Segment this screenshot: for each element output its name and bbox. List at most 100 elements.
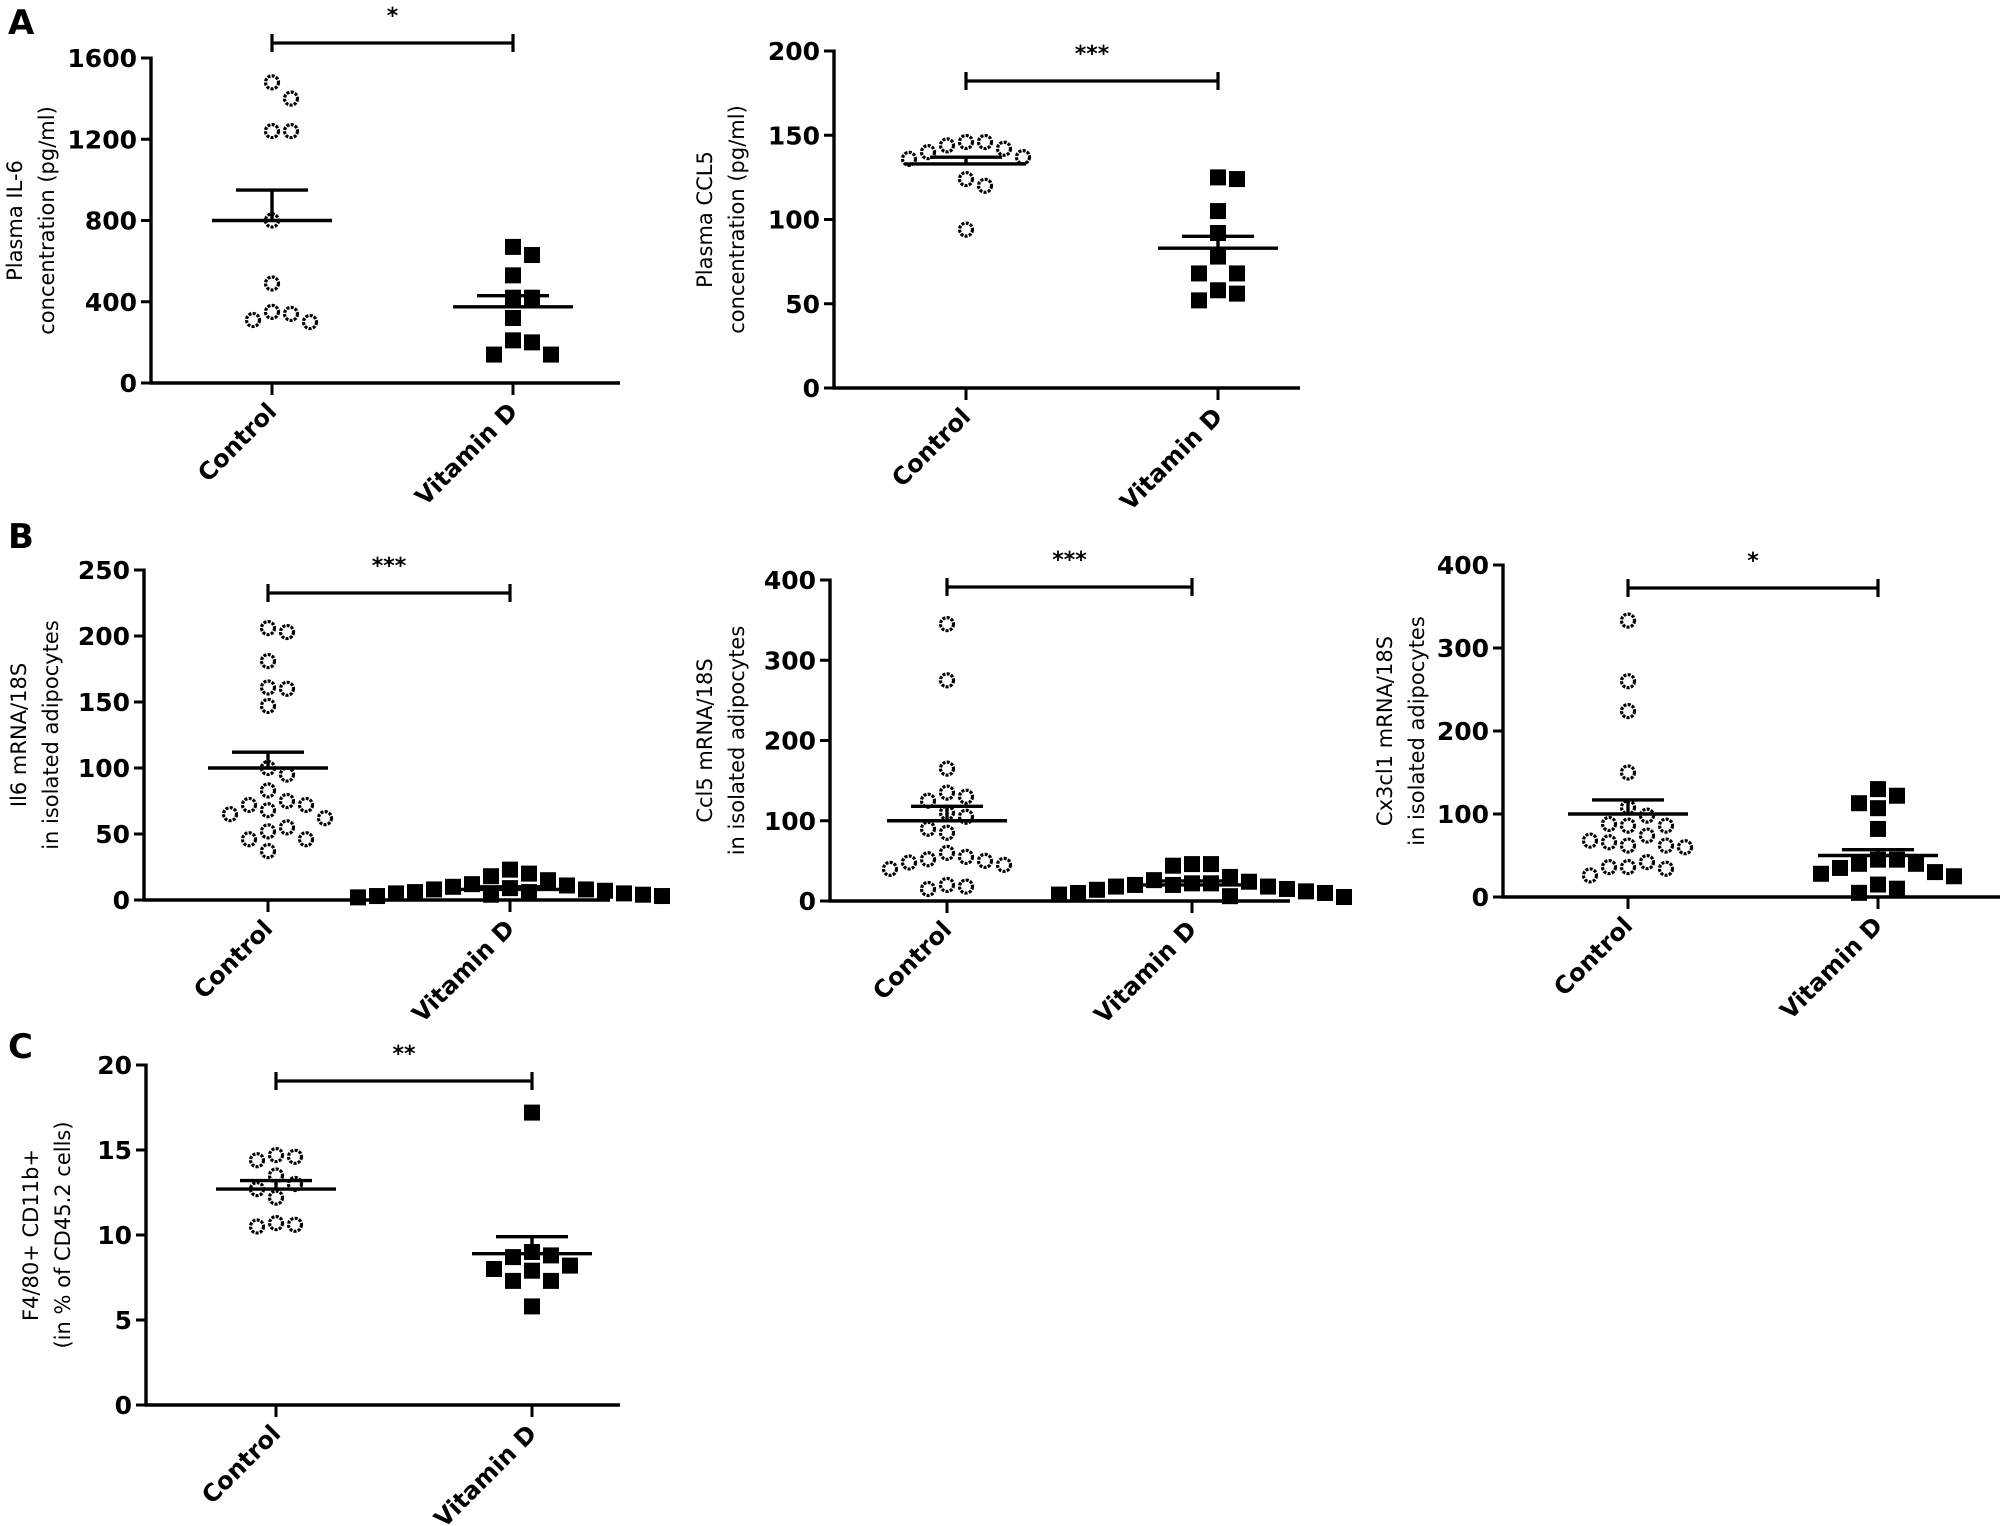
y-axis-label: Cx3cl1 mRNA/18S (1373, 636, 1397, 826)
data-point-open-circle (282, 305, 300, 323)
x-category-label: Vitamin D (1089, 915, 1203, 1029)
y-axis-label: in isolated adipocytes (725, 626, 749, 856)
data-point-filled-square (524, 247, 540, 264)
significance-label: * (387, 4, 399, 29)
y-tick-label: 200 (764, 727, 816, 756)
data-point-open-circle (297, 796, 315, 814)
data-point-open-circle (1619, 764, 1637, 781)
data-point-open-circle (278, 819, 296, 836)
data-point-filled-square (350, 889, 366, 906)
data-point-filled-square (543, 1247, 559, 1264)
x-category-label: Control (188, 914, 278, 1004)
data-point-open-circle (995, 140, 1013, 157)
y-tick-label: 10 (97, 1221, 132, 1250)
data-point-filled-square (1165, 857, 1181, 874)
chart-b-middle: 0 100 200 300 400 Ccl5 mRNA/18S in isolated ad… (693, 548, 1352, 1029)
data-point-open-circle (1619, 612, 1637, 629)
y-axis-label: in isolated adipocytes (39, 620, 63, 850)
y-tick-label: 1200 (67, 125, 137, 154)
data-point-open-circle (1619, 859, 1637, 876)
y-tick-label: 100 (764, 807, 816, 836)
data-point-open-circle (1600, 859, 1618, 876)
data-point-open-circle (976, 133, 994, 151)
y-tick-label: 20 (97, 1051, 132, 1080)
data-point-open-circle (957, 133, 975, 151)
data-point-filled-square (1070, 884, 1086, 901)
data-point-open-circle (1600, 834, 1618, 851)
data-point-open-circle (1619, 817, 1637, 834)
y-tick-label: 15 (97, 1136, 132, 1165)
data-point-open-circle (957, 788, 975, 805)
data-point-filled-square (486, 1261, 502, 1277)
y-tick-label: 100 (768, 206, 820, 235)
x-category-label: Vitamin D (410, 397, 524, 511)
data-point-filled-square (543, 1272, 559, 1289)
data-point-open-circle (278, 680, 296, 697)
y-tick-label: 1600 (67, 44, 137, 73)
data-point-open-circle (957, 848, 975, 865)
data-point-open-circle (1657, 860, 1675, 877)
data-point-filled-square (1210, 248, 1226, 265)
data-point-open-circle (1619, 673, 1637, 690)
series-vitamin-d (1191, 169, 1245, 309)
data-point-open-circle (278, 623, 296, 641)
y-axis-label: Il6 mRNA/18S (7, 663, 31, 807)
series-vitamin-d (486, 238, 559, 363)
y-axis-label: F4/80+ CD11b+ (19, 1149, 43, 1321)
data-point-open-circle (301, 313, 319, 331)
y-tick-label: 0 (1472, 883, 1489, 912)
data-point-open-circle (957, 221, 975, 238)
data-point-filled-square (597, 882, 613, 899)
data-point-open-circle (1676, 839, 1694, 856)
data-point-filled-square (1229, 171, 1245, 188)
x-category-label: Control (886, 402, 976, 492)
chart-c: 0 5 10 15 20 F4/80+ CD11b+ (in % of CD45.2 cel… (19, 1042, 620, 1526)
series-control (1581, 612, 1694, 884)
data-point-filled-square (1851, 884, 1867, 901)
data-point-filled-square (1089, 881, 1105, 898)
significance-label: *** (1052, 548, 1087, 573)
y-axis-label: concentration (pg/ml) (35, 106, 59, 335)
data-point-open-circle (259, 802, 277, 819)
data-point-open-circle (221, 806, 239, 823)
y-tick-label: 150 (768, 121, 820, 150)
data-point-filled-square (369, 888, 385, 905)
data-point-open-circle (1014, 149, 1032, 166)
data-point-filled-square (1222, 888, 1238, 905)
y-tick-label: 200 (78, 622, 130, 651)
data-point-filled-square (1832, 859, 1848, 876)
y-tick-label: 300 (764, 646, 816, 675)
y-axis-label: concentration (pg/ml) (725, 105, 749, 334)
x-category-label: Control (196, 1419, 286, 1509)
data-point-open-circle (919, 880, 937, 898)
data-point-filled-square (388, 885, 404, 902)
y-tick-label: 100 (78, 754, 130, 783)
data-point-open-circle (919, 851, 937, 868)
y-tick-label: 400 (85, 288, 137, 317)
data-point-open-circle (282, 90, 300, 107)
y-tick-label: 250 (78, 556, 130, 585)
y-tick-label: 0 (113, 886, 130, 915)
y-axis-label: Ccl5 mRNA/18S (693, 658, 717, 822)
data-point-open-circle (267, 1189, 285, 1206)
chart-a-left: 0 400 800 1200 1600 Plasma IL-6 concentration … (3, 4, 620, 511)
data-point-open-circle (938, 876, 956, 894)
data-point-filled-square (1260, 878, 1276, 895)
data-point-filled-square (654, 888, 670, 905)
significance-label: *** (372, 554, 407, 579)
data-point-open-circle (938, 760, 956, 777)
significance-label: *** (1075, 42, 1110, 67)
data-point-filled-square (505, 332, 521, 349)
data-point-filled-square (1927, 864, 1943, 881)
data-point-open-circle (263, 123, 281, 140)
data-point-open-circle (1657, 817, 1675, 834)
x-category-label: Vitamin D (429, 1419, 543, 1526)
data-point-open-circle (248, 1218, 266, 1235)
data-point-open-circle (1581, 867, 1599, 884)
data-point-open-circle (259, 823, 277, 840)
data-point-filled-square (1851, 795, 1867, 812)
series-control (900, 133, 1032, 238)
data-point-filled-square (505, 267, 521, 284)
data-point-open-circle (938, 616, 956, 633)
series-vitamin-d (1813, 781, 1962, 901)
